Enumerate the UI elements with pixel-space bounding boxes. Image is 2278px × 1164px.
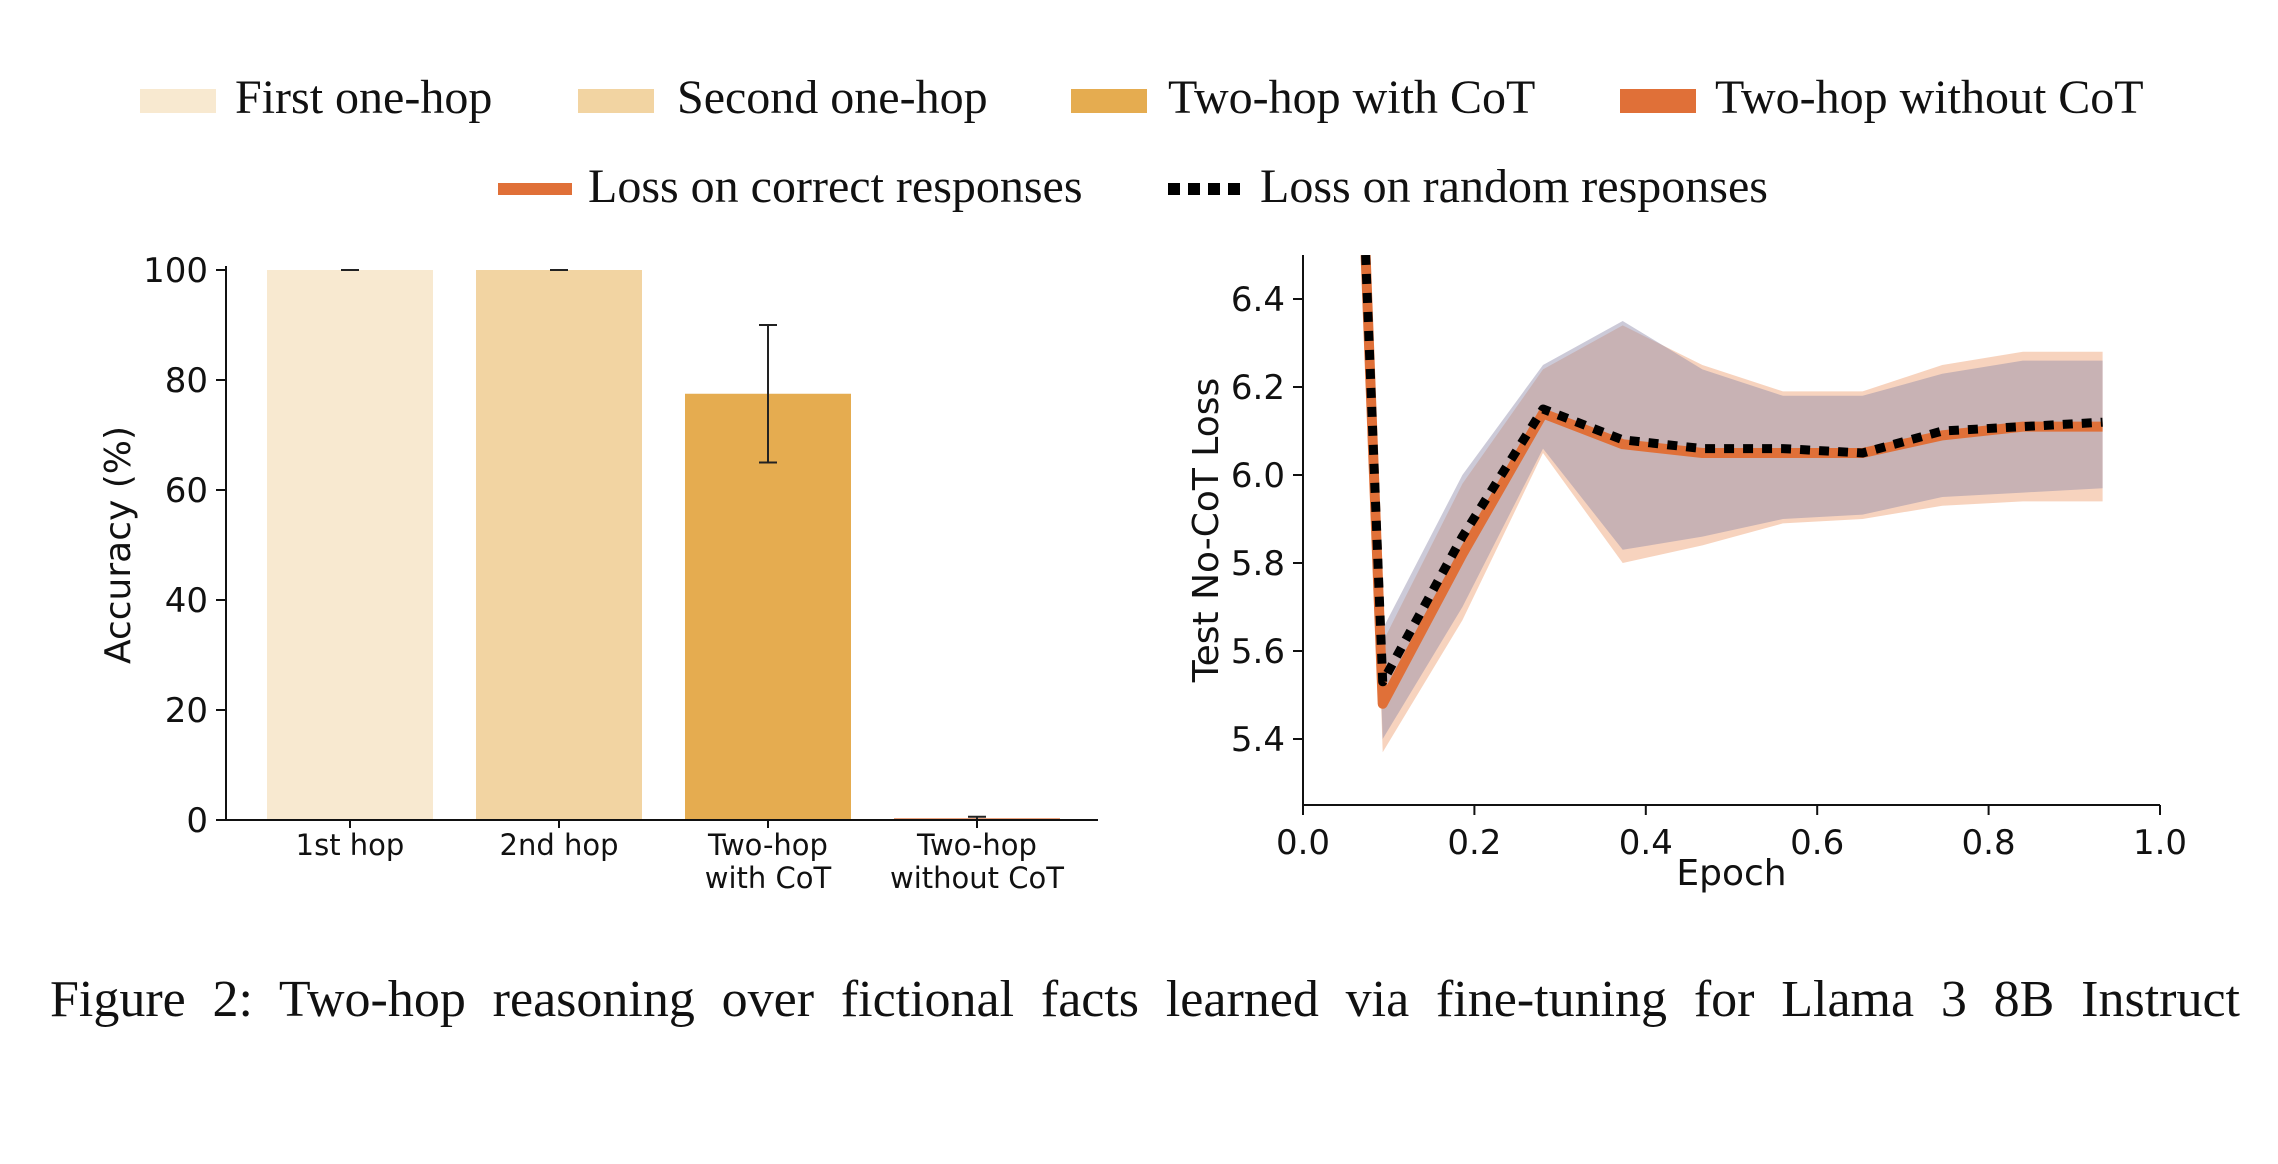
series-line-random bbox=[1361, 255, 2103, 687]
y-tick-label: 80 bbox=[165, 361, 208, 401]
x-tick-label: 0.6 bbox=[1790, 823, 1844, 863]
figure-caption: Figure 2: Two-hop reasoning over fiction… bbox=[50, 971, 2240, 1028]
legend-label: Loss on correct responses bbox=[588, 160, 1083, 213]
y-tick-label: 100 bbox=[143, 251, 208, 291]
confidence-band bbox=[1365, 255, 2103, 753]
x-tick-label: Two-hop bbox=[707, 828, 828, 862]
legend-swatch bbox=[1620, 89, 1696, 113]
bar bbox=[267, 270, 433, 820]
x-tick-label: 0.8 bbox=[1962, 823, 2016, 863]
x-tick-label: 0.2 bbox=[1447, 823, 1501, 863]
y-tick-label: 6.4 bbox=[1231, 280, 1285, 320]
x-tick-label: 1.0 bbox=[2133, 823, 2187, 863]
legend-label: First one-hop bbox=[235, 71, 492, 124]
legend-label: Two-hop with CoT bbox=[1168, 71, 1535, 124]
x-tick-label: 0.0 bbox=[1276, 823, 1330, 863]
legend-label: Two-hop without CoT bbox=[1715, 71, 2144, 124]
x-tick-label: 0.4 bbox=[1619, 823, 1673, 863]
bar bbox=[685, 393, 851, 820]
y-tick-label: 5.6 bbox=[1231, 632, 1285, 672]
legend-swatch bbox=[140, 89, 216, 113]
confidence-band bbox=[1365, 255, 2103, 739]
x-tick-label: with CoT bbox=[705, 861, 832, 895]
y-tick-label: 20 bbox=[165, 691, 208, 731]
y-axis-label: Accuracy (%) bbox=[98, 426, 139, 664]
legend-label: Second one-hop bbox=[677, 71, 988, 124]
y-tick-label: 40 bbox=[165, 581, 208, 621]
plot-area bbox=[1360, 255, 2103, 753]
y-tick-label: 6.2 bbox=[1231, 368, 1285, 408]
y-tick-label: 60 bbox=[165, 471, 208, 511]
x-tick-label: Two-hop bbox=[916, 828, 1037, 862]
bar bbox=[476, 270, 642, 820]
legend-label: Loss on random responses bbox=[1260, 160, 1768, 213]
legend-swatch bbox=[578, 89, 654, 113]
x-tick-label: 2nd hop bbox=[500, 828, 619, 862]
legend: First one-hop Second one-hop Two-hop with … bbox=[140, 71, 2144, 213]
x-tick-label: without CoT bbox=[890, 861, 1064, 895]
y-tick-label: 5.8 bbox=[1231, 544, 1285, 584]
x-tick-label: 1st hop bbox=[296, 828, 405, 862]
y-axis-label: Test No-CoT Loss bbox=[1186, 378, 1227, 684]
line-chart: 0.0 0.2 0.4 0.6 0.8 1.0 5.4 5.6 5.8 6.0 6.2 6.4 Epoc… bbox=[1186, 255, 2187, 894]
legend-swatch bbox=[1071, 89, 1147, 113]
y-tick-label: 0 bbox=[186, 801, 208, 841]
x-axis-label: Epoch bbox=[1676, 853, 1786, 894]
y-tick-label: 5.4 bbox=[1231, 720, 1285, 760]
y-tick-label: 6.0 bbox=[1231, 456, 1285, 496]
